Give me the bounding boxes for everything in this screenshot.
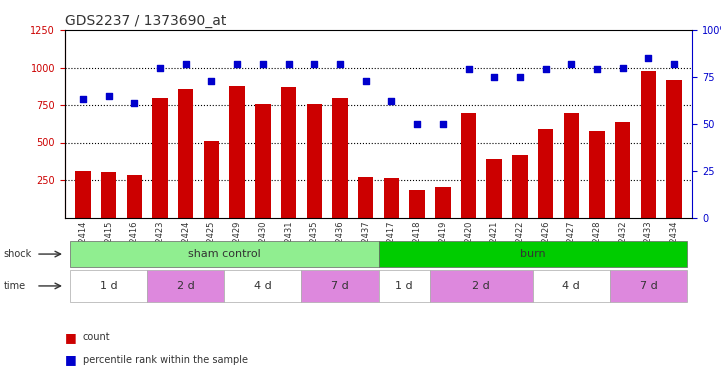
Bar <box>152 98 168 218</box>
Point <box>283 61 294 67</box>
Bar <box>281 87 296 218</box>
FancyBboxPatch shape <box>610 270 687 302</box>
Text: 4 d: 4 d <box>254 281 272 291</box>
Point <box>231 61 243 67</box>
Bar <box>306 104 322 218</box>
Bar <box>487 159 502 218</box>
Text: percentile rank within the sample: percentile rank within the sample <box>83 355 248 365</box>
Point <box>335 61 346 67</box>
Bar <box>589 131 605 218</box>
Bar <box>615 122 630 218</box>
Text: ■: ■ <box>65 354 76 366</box>
Bar <box>564 112 579 218</box>
Bar <box>666 80 682 218</box>
Point <box>642 55 654 61</box>
Point <box>360 78 371 84</box>
Bar <box>358 177 373 218</box>
Point <box>77 96 89 102</box>
FancyBboxPatch shape <box>224 270 301 302</box>
Point <box>309 61 320 67</box>
FancyBboxPatch shape <box>70 242 379 267</box>
Point <box>668 61 680 67</box>
Point <box>128 100 140 106</box>
Bar <box>461 112 476 218</box>
Point <box>180 61 192 67</box>
Text: 2 d: 2 d <box>472 281 490 291</box>
FancyBboxPatch shape <box>379 242 687 267</box>
Point <box>591 66 603 72</box>
Bar <box>204 141 219 218</box>
Text: sham control: sham control <box>188 249 261 259</box>
Text: 2 d: 2 d <box>177 281 195 291</box>
Text: 7 d: 7 d <box>331 281 349 291</box>
Bar <box>384 178 399 218</box>
Text: 4 d: 4 d <box>562 281 580 291</box>
Point <box>386 98 397 104</box>
FancyBboxPatch shape <box>70 270 147 302</box>
Bar <box>410 190 425 217</box>
Point <box>617 64 629 70</box>
Point <box>205 78 217 84</box>
Text: 7 d: 7 d <box>640 281 658 291</box>
Bar <box>435 187 451 218</box>
Bar <box>101 172 116 217</box>
FancyBboxPatch shape <box>379 270 430 302</box>
Bar <box>512 155 528 218</box>
Point <box>411 121 423 127</box>
Text: time: time <box>4 281 26 291</box>
Text: ■: ■ <box>65 331 76 344</box>
Bar <box>538 129 553 218</box>
FancyBboxPatch shape <box>430 270 533 302</box>
Bar <box>255 104 270 218</box>
Point <box>437 121 448 127</box>
FancyBboxPatch shape <box>301 270 379 302</box>
Point <box>463 66 474 72</box>
Bar <box>127 175 142 217</box>
Point <box>488 74 500 80</box>
Text: shock: shock <box>4 249 32 259</box>
Text: burn: burn <box>520 249 546 259</box>
Bar <box>229 86 245 218</box>
Bar <box>332 98 348 218</box>
Bar <box>178 88 193 218</box>
Text: 1 d: 1 d <box>395 281 413 291</box>
FancyBboxPatch shape <box>533 270 610 302</box>
Point <box>540 66 552 72</box>
Bar <box>641 70 656 217</box>
Point <box>514 74 526 80</box>
Point <box>257 61 269 67</box>
Text: count: count <box>83 333 110 342</box>
FancyBboxPatch shape <box>147 270 224 302</box>
Text: GDS2237 / 1373690_at: GDS2237 / 1373690_at <box>65 13 226 28</box>
Text: 1 d: 1 d <box>99 281 118 291</box>
Point <box>103 93 115 99</box>
Point <box>154 64 166 70</box>
Bar <box>75 171 91 217</box>
Point <box>565 61 577 67</box>
